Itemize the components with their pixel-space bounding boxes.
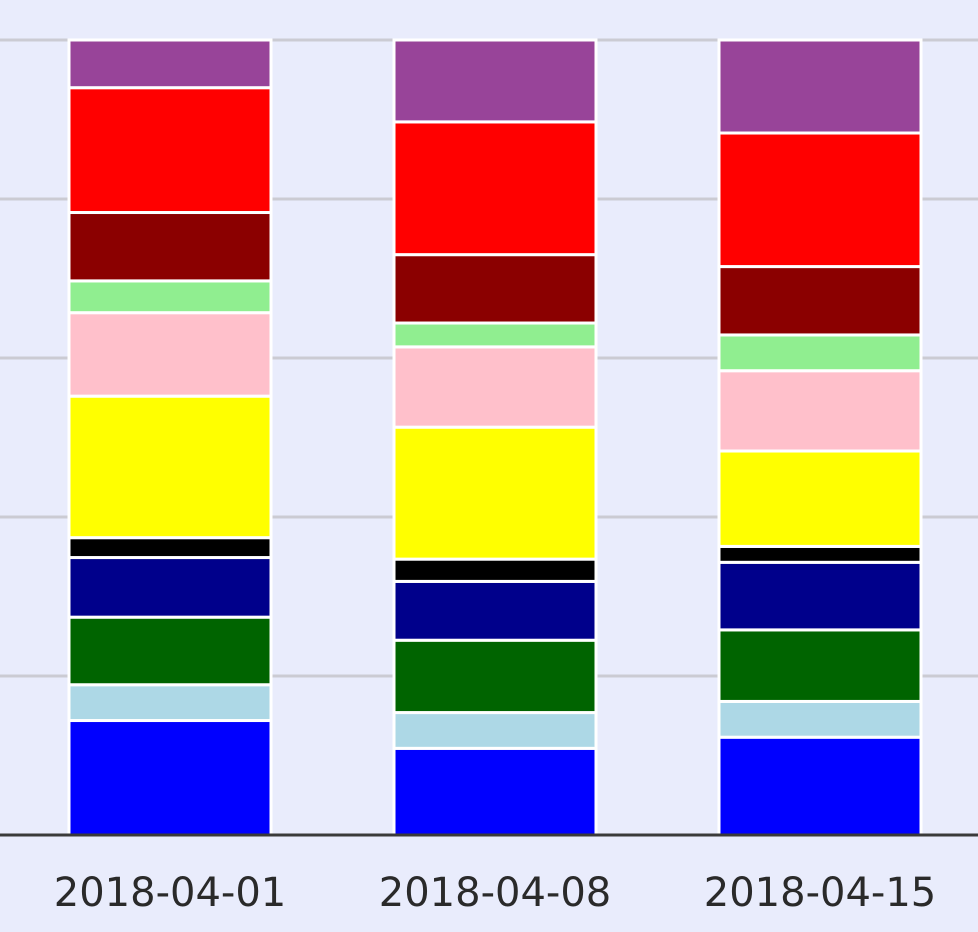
bar-segment: [717, 560, 923, 632]
bar-segment: [392, 579, 598, 642]
bar-segment: [392, 638, 598, 715]
bar-segment: [392, 746, 598, 837]
bar-segment: [67, 38, 273, 90]
bar-segment: [717, 544, 923, 564]
bar-segment: [392, 345, 598, 429]
bar-segment: [67, 536, 273, 560]
bar-segment: [392, 321, 598, 349]
bar-segment: [392, 38, 598, 124]
bar-segment: [67, 556, 273, 619]
bar-segment: [717, 628, 923, 703]
bar-segment: [717, 735, 923, 837]
bar-segment: [717, 333, 923, 373]
x-axis-tick-labels: 2018-04-01 2018-04-08 2018-04-15: [54, 870, 936, 916]
x-tick-label: 2018-04-08: [379, 870, 611, 916]
bar-segment: [67, 86, 273, 215]
bar-segment: [392, 557, 598, 583]
bar-segment: [392, 253, 598, 325]
bar-stack: [392, 38, 598, 837]
bar-segment: [67, 394, 273, 540]
bar-segment: [67, 311, 273, 398]
bar-segment: [717, 369, 923, 453]
bar-segment: [717, 449, 923, 548]
x-tick-label: 2018-04-15: [704, 870, 936, 916]
bars: [67, 38, 923, 837]
bar-segment: [717, 131, 923, 269]
bar-segment: [717, 265, 923, 337]
bar-segment: [717, 699, 923, 739]
bar-stack: [717, 38, 923, 837]
bar-segment: [67, 683, 273, 723]
bar-stack: [67, 38, 273, 837]
bar-segment: [67, 279, 273, 315]
bar-segment: [67, 211, 273, 283]
bar-segment: [392, 711, 598, 750]
bar-segment: [392, 120, 598, 257]
x-tick-label: 2018-04-01: [54, 870, 286, 916]
bar-segment: [717, 38, 923, 135]
bar-segment: [392, 425, 598, 561]
bar-segment: [67, 615, 273, 687]
bar-segment: [67, 719, 273, 837]
